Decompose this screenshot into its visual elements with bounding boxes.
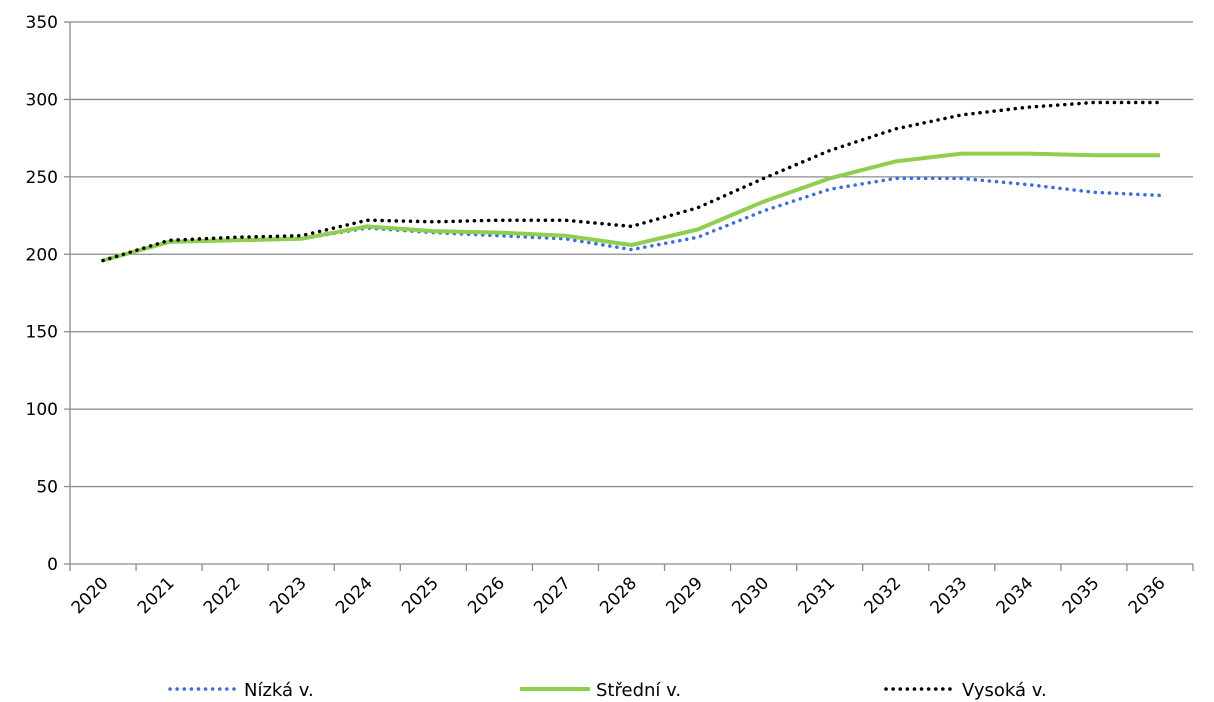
x-tick-label: 2030 <box>728 573 773 618</box>
grid-lines <box>70 21 1193 488</box>
y-tick-label: 50 <box>36 478 58 498</box>
x-tick-label: 2028 <box>596 573 641 618</box>
y-tick-label: 350 <box>26 13 58 33</box>
legend-label: Nízká v. <box>244 680 314 701</box>
x-tick-label: 2036 <box>1125 573 1170 618</box>
y-tick-label: 150 <box>26 323 58 343</box>
x-tick-label: 2025 <box>398 573 443 618</box>
x-tick-label: 2024 <box>332 573 377 618</box>
y-axis-ticks: 0 50 100 150 200 250 300 350 <box>26 13 70 575</box>
x-tick-label: 2020 <box>68 573 113 618</box>
y-tick-label: 100 <box>26 400 58 420</box>
x-tick-label: 2026 <box>464 573 509 618</box>
x-tick-label: 2023 <box>266 573 311 618</box>
series-line-3 <box>101 100 1162 263</box>
series-lines <box>101 100 1162 263</box>
x-tick-label: 2027 <box>530 573 575 618</box>
legend: Nízká v. Střední v. Vysoká v. <box>168 680 1047 701</box>
series-line-1 <box>101 176 1162 263</box>
axes <box>69 22 1193 565</box>
series-line-2 <box>102 151 1160 263</box>
x-tick-label: 2029 <box>662 573 707 618</box>
y-tick-label: 0 <box>47 555 58 575</box>
y-tick-label: 300 <box>26 90 58 110</box>
x-tick-label: 2035 <box>1059 573 1104 618</box>
y-tick-label: 200 <box>26 245 58 265</box>
legend-label: Vysoká v. <box>962 680 1047 701</box>
y-tick-label: 250 <box>26 168 58 188</box>
x-tick-label: 2034 <box>993 573 1038 618</box>
x-tick-label: 2021 <box>134 573 179 618</box>
x-tick-label: 2032 <box>861 573 906 618</box>
legend-label: Střední v. <box>596 680 681 701</box>
x-axis-ticks: 2020 2021 2022 2023 2024 2025 2026 2027 2028 2029… <box>68 564 1194 618</box>
x-tick-label: 2022 <box>200 573 245 618</box>
x-tick-label: 2033 <box>927 573 972 618</box>
x-tick-label: 2031 <box>794 573 839 618</box>
